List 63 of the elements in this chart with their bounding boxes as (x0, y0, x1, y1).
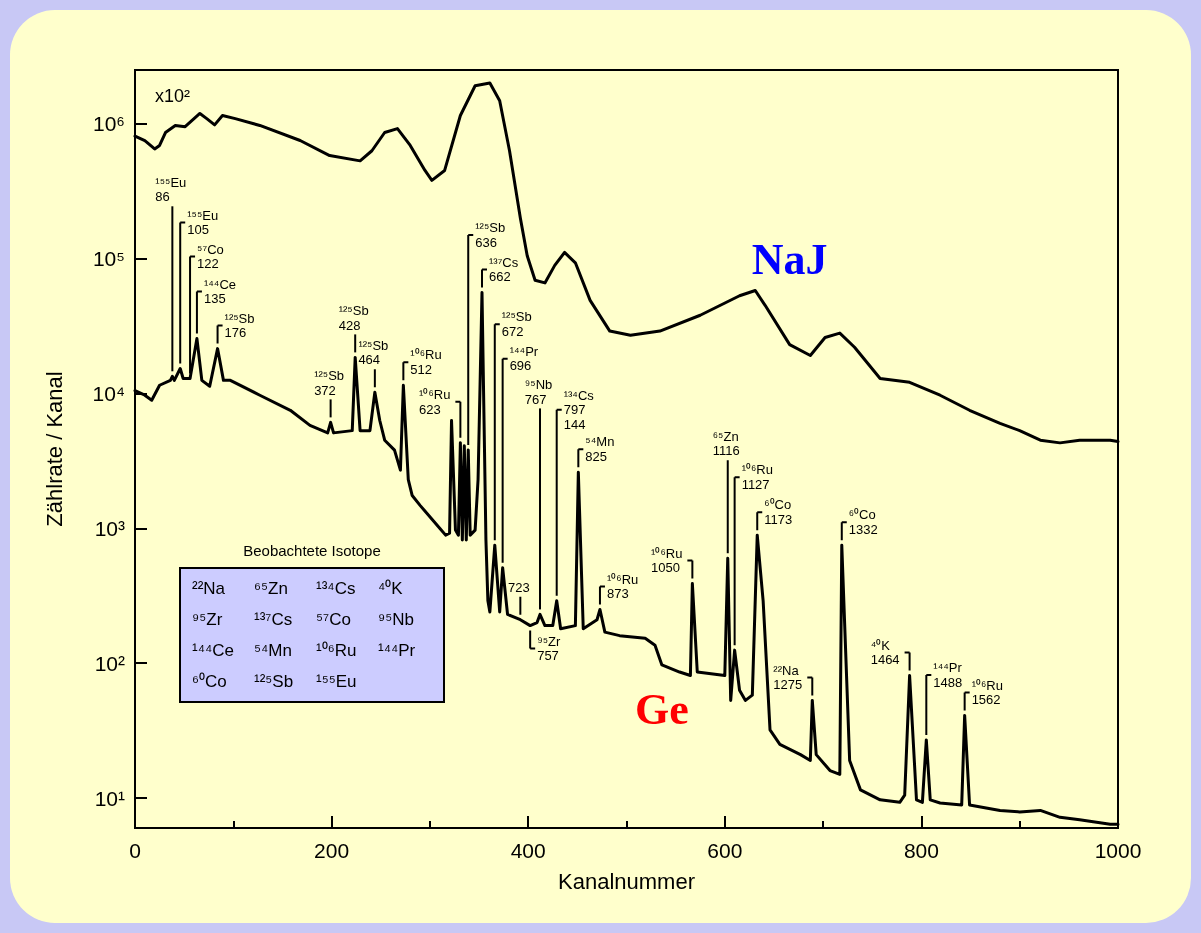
y-tick-label: 10² (94, 651, 125, 675)
annotation: ⁶⁵Zn 1116 (712, 428, 740, 459)
annotation: ¹³⁴Cs (316, 579, 356, 598)
annotation: ¹⁰⁶Ru 512 (410, 347, 442, 377)
x-tick-label: 600 (707, 839, 743, 862)
annotation: ¹⁰⁶Ru 1562 (971, 677, 1003, 708)
series-label: NaJ (751, 234, 828, 284)
annotation: ¹³⁴Cs 797 144 (563, 387, 595, 432)
annotation: ⁶⁰Co (192, 672, 227, 691)
annotation: ¹⁰⁶Ru 1127 (741, 462, 773, 492)
annotation: x10² (155, 86, 191, 106)
annotation: ¹³⁷Cs 662 (489, 254, 519, 285)
y-tick-label: 10⁵ (92, 247, 125, 271)
annotation: ²²Na (192, 579, 226, 598)
annotation: ¹⁰⁶Ru (316, 641, 357, 660)
annotation: ¹⁵⁵Eu 86 (155, 174, 187, 205)
y-axis-title: Zählrate / Kanal (41, 371, 67, 527)
annotation: ⁹⁵Zr 757 (537, 633, 562, 664)
annotation: ¹²⁵Sb (254, 672, 294, 691)
y-tick-label: 10⁶ (92, 112, 125, 136)
annotation: ¹³⁷Cs (254, 610, 293, 629)
x-axis-title: Kanalnummer (558, 868, 695, 894)
annotation: ²²Na 1275 (773, 662, 803, 693)
annotation: ¹²⁵Sb 464 (358, 337, 389, 368)
annotation: ¹⁵⁵Eu (316, 672, 357, 691)
line-series (133, 291, 1120, 826)
x-tick-label: 1000 (1094, 839, 1142, 862)
annotation: ⁶⁰Co 1173 (764, 497, 793, 527)
annotation: ¹⁰⁶Ru 1050 (651, 545, 683, 576)
annotation: ⁴⁰K (378, 579, 404, 598)
x-tick-label: 400 (510, 839, 546, 862)
series-label: Ge (635, 684, 689, 734)
annotation: ¹⁵⁵Eu 105 (187, 207, 219, 238)
annotation: ¹⁰⁶Ru 873 (606, 571, 639, 602)
y-tick-label: 10⁴ (92, 381, 125, 405)
annotation: ⁴⁰K 1464 (870, 637, 900, 668)
annotation: ¹⁴⁴Pr (378, 641, 416, 660)
x-tick-label: 800 (903, 839, 939, 862)
x-tick-label: 0 (129, 839, 141, 862)
annotation: ¹²⁵Sb 636 (475, 220, 506, 250)
annotation: Beobachtete Isotope (243, 542, 381, 559)
annotation: ¹²⁵Sb 672 (501, 309, 532, 339)
annotation: ⁹⁵Nb (378, 610, 415, 629)
annotation: ⁵⁴Mn (254, 641, 292, 660)
annotation: ¹⁴⁴Ce 135 (203, 276, 237, 307)
annotation: ⁶⁰Co 1332 (848, 507, 878, 537)
annotation: ¹⁴⁴Pr 1488 (933, 660, 963, 690)
x-tick-label: 200 (314, 839, 350, 862)
annotation: ¹⁰⁶Ru 623 (419, 387, 451, 417)
annotation: ⁵⁴Mn 825 (585, 434, 615, 465)
y-tick-label: 10³ (94, 516, 125, 540)
annotation: ¹²⁵Sb 372 (314, 367, 345, 398)
annotation: ¹²⁵Sb 428 (338, 302, 369, 333)
annotation: ¹⁴⁴Ce (192, 641, 235, 660)
annotation: ¹²⁵Sb 176 (224, 310, 255, 341)
annotation: ⁹⁵Nb 767 (524, 376, 553, 407)
annotation: ¹⁴⁴Pr 696 (509, 343, 539, 374)
annotation: ⁵⁷Co (316, 610, 351, 629)
annotation: ⁵⁷Co 122 (197, 241, 224, 272)
annotation: 723 (507, 579, 530, 595)
y-tick-label: 10¹ (94, 786, 125, 810)
annotation: ⁹⁵Zr (192, 610, 223, 629)
annotation: ⁶⁵Zn (254, 579, 288, 598)
